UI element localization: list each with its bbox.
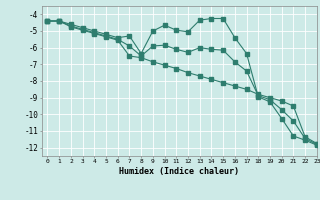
X-axis label: Humidex (Indice chaleur): Humidex (Indice chaleur) <box>119 167 239 176</box>
